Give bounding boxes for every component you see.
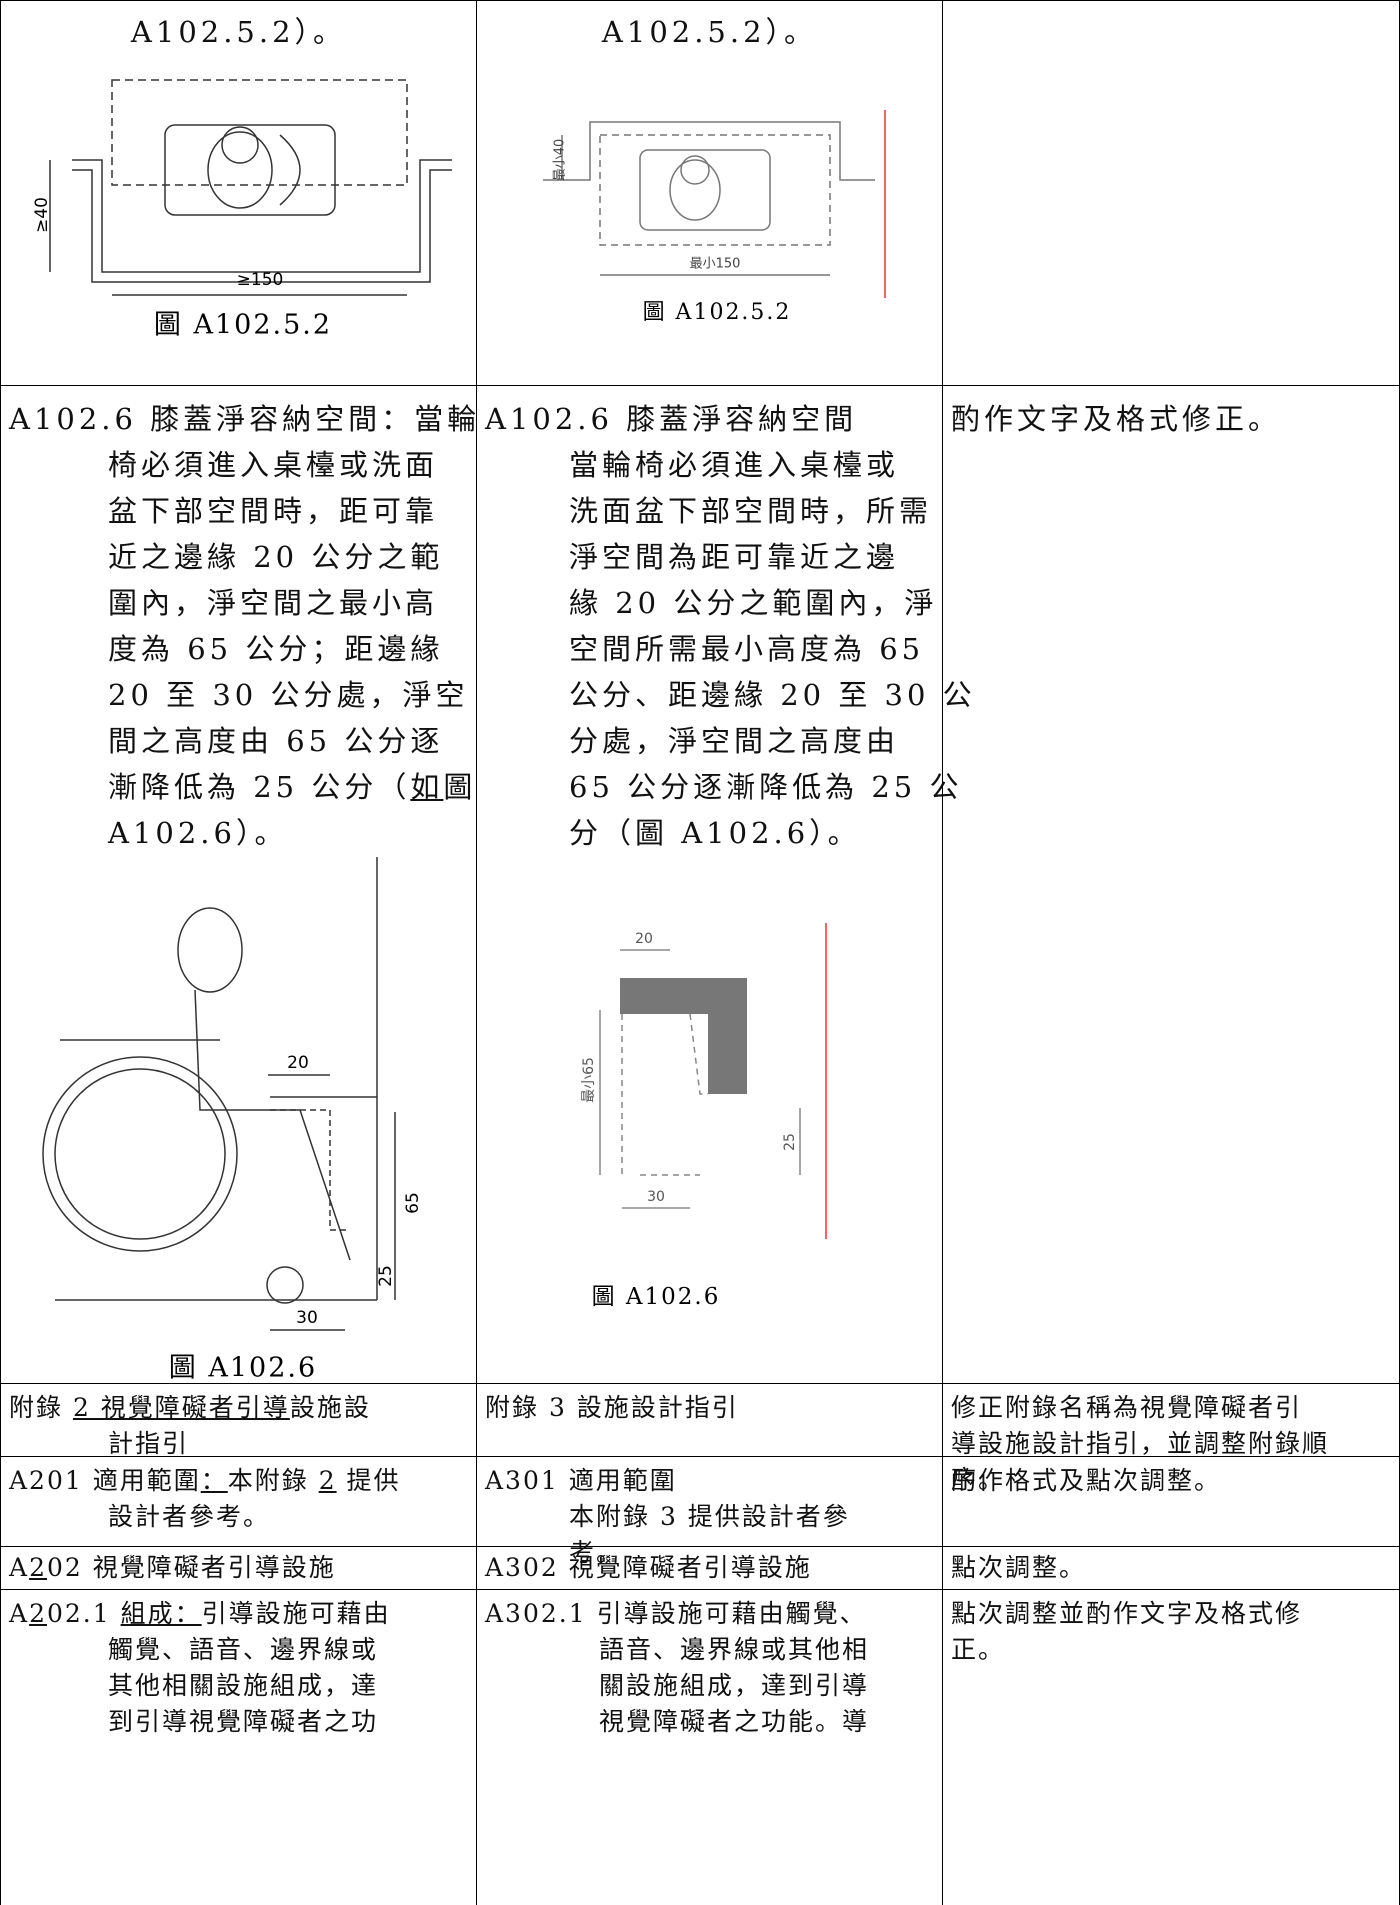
figure-label: 最小40 — [553, 139, 568, 182]
table-cell: 修正附錄名稱為視覺障礙者引 導設施設計指引，並調整附錄順 序。 — [942, 1383, 1400, 1494]
text-line: 淨空間為距可靠近之邊 — [569, 540, 900, 574]
text-line: 到引導視覺障礙者之功 — [108, 1707, 379, 1736]
text-line: A102.5.2）。 — [601, 15, 818, 49]
text-line: A102.5.2）。 — [130, 15, 347, 49]
text-line: A202.1 組成：引導設施可藉由 — [9, 1596, 468, 1632]
text-line: 緣 20 公分之範圍內，淨 — [569, 586, 938, 620]
text-segment: 本附錄 — [227, 1466, 319, 1495]
text-line: A102.6 膝蓋淨容納空間 — [485, 402, 858, 436]
text-segment: 2 視覺障礙者引導 — [72, 1393, 290, 1422]
text-line: A102.6 膝蓋淨容納空間：當輪 — [9, 402, 481, 436]
text-segment: ： — [200, 1466, 228, 1495]
text-line: 間之高度由 65 公分逐 — [108, 724, 444, 758]
text-line: 公分、距邊緣 20 至 30 公 — [569, 678, 976, 712]
text-line: 度為 65 公分；距邊緣 — [108, 632, 444, 666]
text-segment: 2 — [29, 1553, 47, 1582]
text-segment: A — [9, 1553, 30, 1582]
text-line: 65 公分逐漸降低為 25 公 — [569, 770, 963, 804]
figure-label: 20 — [287, 1053, 309, 1073]
text-line: A201 適用範圍：本附錄 2 提供 — [9, 1463, 468, 1499]
text-line: A102.6）。 — [108, 816, 288, 850]
text-line: 考。 — [569, 1538, 624, 1567]
text-segment: 組成： — [120, 1599, 202, 1628]
table-cell: 附錄 3 設施設計指引 — [476, 1383, 943, 1457]
text-line: 當輪椅必須進入桌檯或 — [569, 448, 900, 482]
figure-label: 25 — [782, 1133, 798, 1151]
text-segment: 圖 — [443, 770, 477, 804]
figure-caption: 圖 A102.5.2 — [643, 300, 792, 325]
text-line: 視覺障礙者之功能。導 — [599, 1707, 870, 1736]
text-segment: 設施設 — [289, 1393, 371, 1422]
text-line: 語音、邊界線或其他相 — [599, 1635, 870, 1664]
text-line: 漸降低為 25 公分（如圖 — [9, 764, 472, 810]
text-segment: A201 適用範圍 — [9, 1466, 201, 1495]
text-line: 盆下部空間時，距可靠 — [108, 494, 439, 528]
table-cell: A102.6 膝蓋淨容納空間：當輪 椅必須進入桌檯或洗面 盆下部空間時，距可靠 近之邊… — [0, 385, 477, 1384]
text-line: 酌作格式及點次調整。 — [951, 1466, 1222, 1495]
text-line: 近之邊緣 20 公分之範 — [108, 540, 444, 574]
figure-label: 65 — [403, 1192, 423, 1214]
figure-label: 25 — [376, 1265, 396, 1287]
table-cell: A102.6 膝蓋淨容納空間當輪椅必須進入桌檯或 洗面盆下部空間時，所需 淨空間為距… — [476, 385, 976, 1384]
text-line: 導設施設計指引，並調整附錄順 — [951, 1429, 1330, 1458]
text-segment: 漸降低為 25 公分（ — [108, 770, 411, 804]
figure-label: 20 — [635, 931, 653, 947]
text-line: 計指引 — [108, 1429, 190, 1458]
text-segment: 提供 — [336, 1466, 401, 1495]
figure-caption: 圖 A102.5.2 — [154, 310, 332, 341]
table-cell: A202 視覺障礙者引導設施 — [0, 1546, 477, 1590]
text-line: 觸覺、語音、邊界線或 — [108, 1635, 379, 1664]
text-line: 其他相關設施組成，達 — [108, 1671, 379, 1700]
figure-knee-clearance — [599, 923, 827, 1239]
text-segment: 02 視覺障礙者引導設施 — [46, 1553, 336, 1582]
figure-label: ≥40 — [32, 197, 52, 233]
figure-label: ≥150 — [237, 270, 284, 290]
text-line: 設計者參考。 — [108, 1502, 271, 1531]
table-cell: A302.1 引導設施可藉由觸覺、語音、邊界線或其他相 關設施組成，達到引導 視覺障… — [476, 1589, 943, 1905]
text-line: 20 至 30 公分處，淨空 — [108, 678, 469, 712]
text-line: 本附錄 3 提供設計者參 — [569, 1502, 850, 1531]
text-segment: 附錄 — [9, 1393, 73, 1422]
text-line: A301 適用範圍 — [485, 1466, 677, 1495]
text-segment: 如 — [410, 770, 444, 804]
text-line: 附錄 3 設施設計指引 — [485, 1393, 739, 1422]
figure-label: 最小65 — [581, 1057, 597, 1103]
figure-wheelchair-plan — [543, 110, 886, 298]
text-line: 空間所需最小高度為 65 — [569, 632, 925, 666]
text-line: 洗面盆下部空間時，所需 — [569, 494, 933, 528]
table-cell: A202.1 組成：引導設施可藉由觸覺、語音、邊界線或 其他相關設施組成，達 到引導… — [0, 1589, 477, 1905]
text-line: A202 視覺障礙者引導設施 — [9, 1550, 468, 1586]
text-line: A302.1 引導設施可藉由觸覺、 — [485, 1599, 867, 1628]
text-line: 點次調整。 — [951, 1553, 1087, 1582]
text-segment: 02.1 — [46, 1599, 121, 1628]
figure-knee-clearance — [42, 857, 396, 1331]
figure-label: 30 — [296, 1308, 318, 1328]
text-line: 修正附錄名稱為視覺障礙者引 — [951, 1393, 1303, 1422]
text-segment: 2 — [29, 1599, 47, 1628]
figure-caption: 圖 A102.6 — [169, 1353, 317, 1384]
text-line: 點次調整並酌作文字及格式修 — [951, 1599, 1303, 1628]
text-line: 椅必須進入桌檯或洗面 — [108, 448, 439, 482]
text-line: 酌作文字及格式修正。 — [951, 402, 1282, 436]
figure-label: 最小150 — [690, 257, 741, 272]
text-line: 正。 — [951, 1635, 1006, 1664]
text-line: 圍內，淨空間之最小高 — [108, 586, 439, 620]
figure-wheelchair-plan — [49, 79, 452, 296]
text-line: 關設施組成，達到引導 — [599, 1671, 870, 1700]
figure-caption: 圖 A102.6 — [592, 1284, 721, 1310]
table-cell: A301 適用範圍本附錄 3 提供設計者參 考。 — [476, 1456, 943, 1567]
text-line: 分處，淨空間之高度由 — [569, 724, 900, 758]
text-segment: A — [9, 1599, 30, 1628]
text-segment: 2 — [318, 1466, 337, 1495]
text-line: 附錄 2 視覺障礙者引導設施設 — [9, 1390, 468, 1426]
text-segment: 引導設施可藉由 — [201, 1599, 391, 1628]
text-line: A302 視覺障礙者引導設施 — [485, 1553, 812, 1582]
figure-label: 30 — [647, 1189, 665, 1205]
text-line: 分（圖 A102.6）。 — [569, 816, 861, 850]
text-line: 序。 — [951, 1465, 1006, 1494]
